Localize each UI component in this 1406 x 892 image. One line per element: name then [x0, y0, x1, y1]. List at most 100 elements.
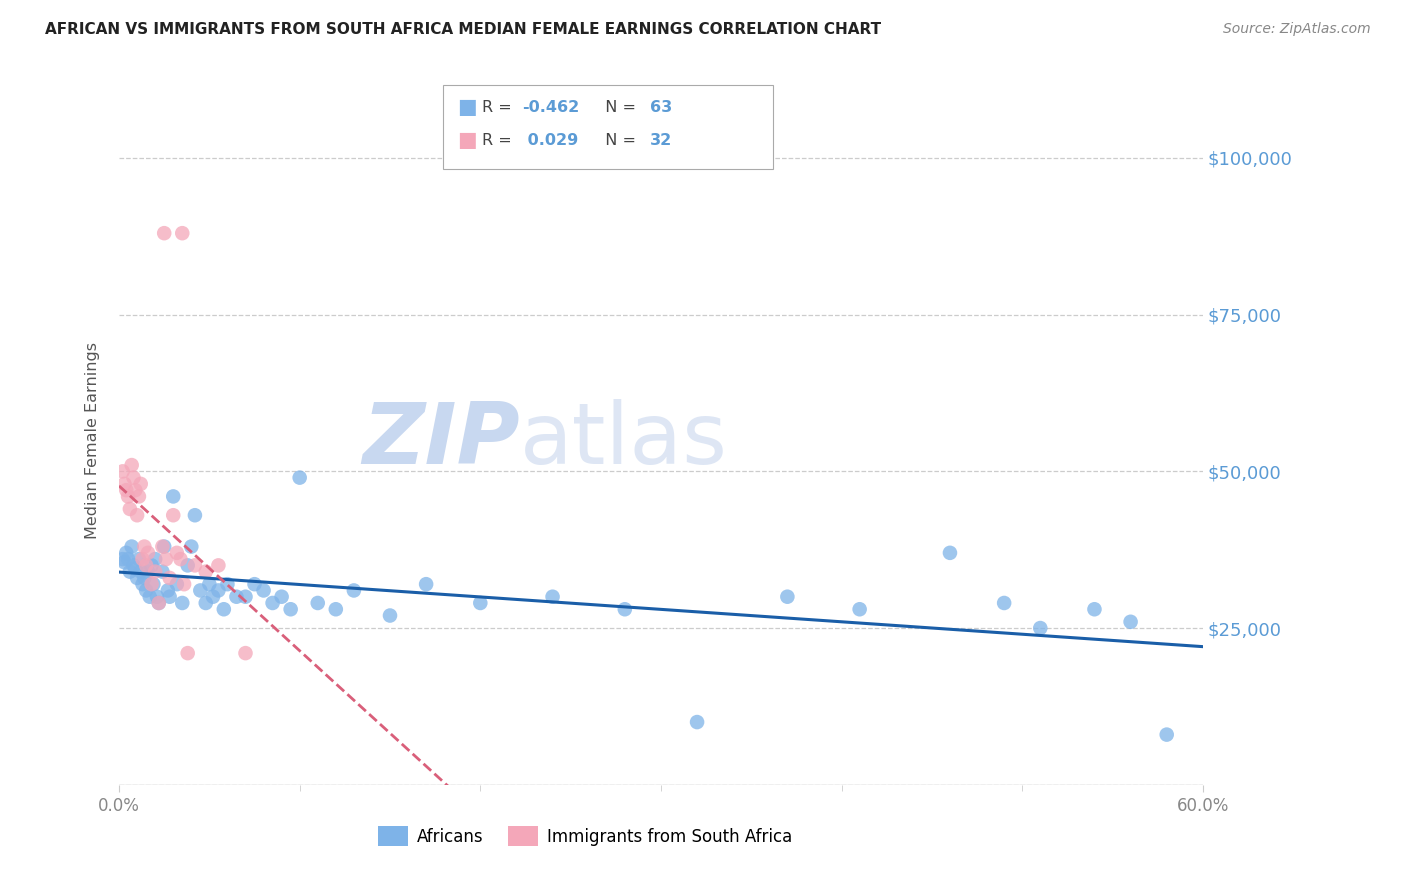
- Point: [148, 596, 170, 610]
- Point: [939, 546, 962, 560]
- Point: [993, 596, 1015, 610]
- Point: [166, 546, 188, 560]
- Point: [114, 476, 136, 491]
- Point: [173, 577, 195, 591]
- Point: [115, 483, 138, 498]
- Point: [143, 552, 166, 566]
- Point: [201, 590, 224, 604]
- Text: -0.462: -0.462: [522, 100, 579, 114]
- Point: [184, 508, 207, 523]
- Point: [136, 565, 159, 579]
- Point: [307, 596, 329, 610]
- Point: [1029, 621, 1052, 635]
- Point: [118, 565, 141, 579]
- Text: 32: 32: [650, 133, 672, 147]
- Point: [172, 596, 194, 610]
- Point: [288, 470, 311, 484]
- Point: [111, 552, 134, 566]
- Point: [613, 602, 636, 616]
- Point: [128, 552, 150, 566]
- Point: [343, 583, 366, 598]
- Point: [148, 596, 170, 610]
- Point: [142, 577, 165, 591]
- Point: [243, 577, 266, 591]
- Point: [252, 583, 274, 598]
- Point: [134, 540, 156, 554]
- Point: [143, 565, 166, 579]
- Point: [686, 715, 709, 730]
- Point: [129, 476, 152, 491]
- Point: [235, 646, 257, 660]
- Point: [415, 577, 437, 591]
- Point: [207, 558, 229, 573]
- Point: [131, 552, 153, 566]
- Text: Source: ZipAtlas.com: Source: ZipAtlas.com: [1223, 22, 1371, 37]
- Point: [541, 590, 564, 604]
- Point: [122, 558, 145, 573]
- Point: [121, 458, 143, 472]
- Point: [152, 565, 174, 579]
- Point: [141, 558, 163, 573]
- Point: [176, 558, 198, 573]
- Point: [128, 490, 150, 504]
- Point: [162, 490, 184, 504]
- Point: [198, 577, 221, 591]
- Text: R =: R =: [482, 133, 517, 147]
- Point: [152, 540, 174, 554]
- Point: [156, 583, 179, 598]
- Point: [121, 540, 143, 554]
- Point: [155, 552, 177, 566]
- Point: [1156, 728, 1178, 742]
- Point: [280, 602, 302, 616]
- Point: [1119, 615, 1142, 629]
- Point: [180, 540, 202, 554]
- Point: [127, 571, 149, 585]
- Point: [114, 555, 136, 569]
- Text: 0.029: 0.029: [522, 133, 578, 147]
- Point: [115, 546, 138, 560]
- Point: [235, 590, 257, 604]
- Point: [325, 602, 347, 616]
- Point: [212, 602, 235, 616]
- Point: [139, 590, 162, 604]
- Text: ■: ■: [457, 97, 477, 117]
- Point: [776, 590, 799, 604]
- Point: [470, 596, 492, 610]
- Point: [270, 590, 292, 604]
- Point: [111, 464, 134, 478]
- Point: [194, 565, 217, 579]
- Text: AFRICAN VS IMMIGRANTS FROM SOUTH AFRICA MEDIAN FEMALE EARNINGS CORRELATION CHART: AFRICAN VS IMMIGRANTS FROM SOUTH AFRICA …: [45, 22, 882, 37]
- Point: [184, 558, 207, 573]
- Point: [162, 508, 184, 523]
- Y-axis label: Median Female Earnings: Median Female Earnings: [86, 342, 100, 539]
- Text: ■: ■: [457, 130, 477, 150]
- Point: [117, 552, 139, 566]
- Point: [124, 561, 146, 575]
- Point: [131, 577, 153, 591]
- Point: [135, 558, 157, 573]
- Text: N =: N =: [595, 100, 641, 114]
- Text: atlas: atlas: [520, 399, 728, 482]
- Point: [129, 565, 152, 579]
- Point: [166, 577, 188, 591]
- Point: [848, 602, 870, 616]
- Point: [153, 540, 176, 554]
- Point: [134, 571, 156, 585]
- Point: [188, 583, 211, 598]
- Point: [225, 590, 247, 604]
- Text: 63: 63: [650, 100, 672, 114]
- Legend: Africans, Immigrants from South Africa: Africans, Immigrants from South Africa: [371, 820, 799, 852]
- Point: [172, 226, 194, 240]
- Point: [194, 596, 217, 610]
- Point: [1083, 602, 1105, 616]
- Point: [135, 583, 157, 598]
- Point: [136, 546, 159, 560]
- Point: [207, 583, 229, 598]
- Point: [159, 571, 181, 585]
- Point: [124, 483, 146, 498]
- Text: ZIP: ZIP: [363, 399, 520, 482]
- Point: [122, 470, 145, 484]
- Point: [146, 590, 169, 604]
- Point: [117, 490, 139, 504]
- Point: [378, 608, 401, 623]
